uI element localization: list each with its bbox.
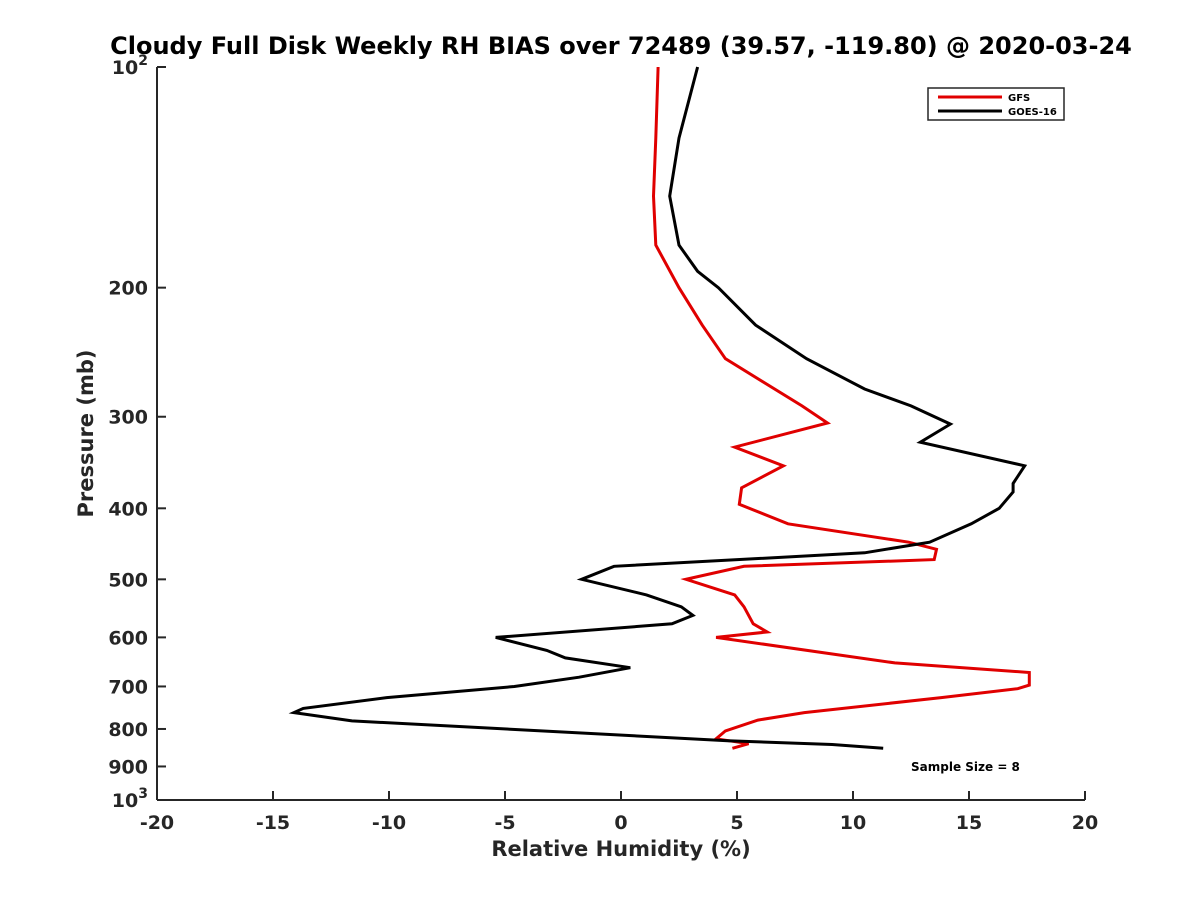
x-tick-label: 10 <box>840 812 866 834</box>
x-tick-label: -15 <box>256 812 290 834</box>
y-axis-label: Pressure (mb) <box>74 350 98 518</box>
y-tick-label: 500 <box>108 569 148 591</box>
series-line-goes-16 <box>288 66 1028 750</box>
series-line-gfs <box>651 66 1031 750</box>
sample-size-annotation: Sample Size = 8 <box>911 760 1020 774</box>
chart-title: Cloudy Full Disk Weekly RH BIAS over 724… <box>110 32 1132 60</box>
series-layer <box>288 66 1031 750</box>
y-tick-label: 103 <box>112 786 148 812</box>
x-tick-label: 15 <box>956 812 982 834</box>
x-tick-label: 20 <box>1072 812 1098 834</box>
y-tick-label: 200 <box>108 278 148 300</box>
y-tick-label: 102 <box>112 53 148 79</box>
legend-label: GOES-16 <box>1008 107 1057 118</box>
legend-box <box>927 87 1065 121</box>
y-tick-label: 700 <box>108 676 148 698</box>
legend-label: GFS <box>1008 93 1030 104</box>
y-tick-label: 800 <box>108 719 148 741</box>
x-axis-label: Relative Humidity (%) <box>491 837 750 861</box>
x-tick-label: 5 <box>730 812 743 834</box>
legend: GFS GOES-16 <box>927 87 1065 121</box>
x-tick-label: -20 <box>140 812 174 834</box>
x-tick-label: -5 <box>494 812 515 834</box>
x-tick-label: -10 <box>372 812 406 834</box>
y-tick-label: 900 <box>108 756 148 778</box>
x-tick-label: 0 <box>614 812 627 834</box>
axes: -20 -15 -10 -5 0 5 10 15 20 102 200 300 400 500 600 700… <box>108 53 1098 834</box>
y-tick-label: 600 <box>108 627 148 649</box>
y-tick-label: 400 <box>108 498 148 520</box>
y-tick-label: 300 <box>108 407 148 429</box>
